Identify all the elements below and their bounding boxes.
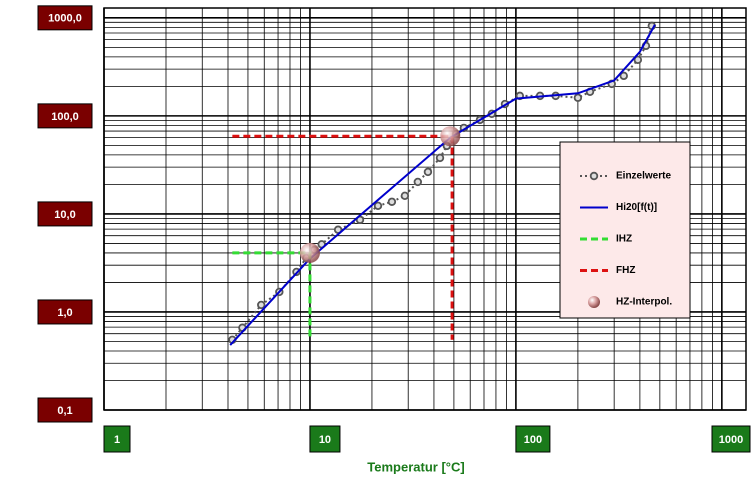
legend-label: Hi20[f(t)] xyxy=(616,202,657,213)
series-line xyxy=(232,134,454,340)
data-point xyxy=(619,71,628,81)
legend-swatch-marker xyxy=(589,171,599,181)
interpolation-point xyxy=(299,242,320,263)
y-tick-box xyxy=(37,5,93,31)
data-point xyxy=(573,93,583,102)
legend-swatch-marker xyxy=(588,296,600,308)
data-point xyxy=(633,55,643,65)
legend-label: IHZ xyxy=(616,234,632,245)
data-point xyxy=(387,197,397,206)
plot-frame xyxy=(103,7,747,411)
data-point xyxy=(373,201,383,211)
data-point xyxy=(400,191,410,201)
y-tick-label: 1,0 xyxy=(57,307,72,319)
x-tick-box xyxy=(711,425,751,453)
data-point xyxy=(423,167,433,177)
y-tick-box xyxy=(37,299,93,325)
x-tick-box xyxy=(309,425,341,453)
data-point xyxy=(257,300,266,310)
x-tick-label: 10 xyxy=(319,434,331,446)
y-tick-label: 10,0 xyxy=(54,209,75,221)
x-tick-label: 1000 xyxy=(719,434,743,446)
y-tick-label: 0,1 xyxy=(57,405,72,417)
x-tick-label: 100 xyxy=(524,434,542,446)
y-tick-box xyxy=(37,103,93,129)
legend-label: Einzelwerte xyxy=(616,171,671,182)
data-point xyxy=(413,177,423,187)
y-tick-label: 100,0 xyxy=(51,111,79,123)
series-line xyxy=(229,24,656,346)
data-point xyxy=(435,153,445,163)
interpolation-point xyxy=(440,126,461,147)
x-tick-box xyxy=(103,425,131,453)
y-tick-label: 1000,0 xyxy=(48,13,82,25)
y-tick-box xyxy=(37,201,93,227)
x-tick-label: 1 xyxy=(114,434,120,446)
x-tick-box xyxy=(515,425,551,453)
legend-box xyxy=(559,141,691,319)
legend-label: FHZ xyxy=(616,265,635,276)
x-axis-label: Temperatur [°C] xyxy=(367,459,464,474)
legend-label: HZ-Interpol. xyxy=(616,297,672,308)
y-tick-box xyxy=(37,397,93,423)
